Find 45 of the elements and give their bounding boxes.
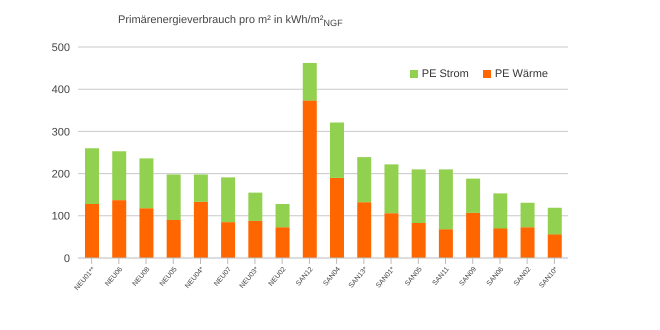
bar	[112, 200, 126, 258]
bar	[194, 202, 208, 258]
bar	[302, 63, 317, 101]
y-tick-label: 200	[52, 168, 70, 181]
legend-label: PE Wärme	[494, 68, 548, 80]
bar	[248, 192, 262, 221]
bar	[438, 169, 453, 230]
bar	[548, 234, 562, 258]
bar	[139, 208, 154, 258]
bar	[221, 222, 236, 258]
bar	[466, 178, 480, 213]
bar	[330, 122, 344, 178]
bar	[548, 208, 562, 234]
bar	[85, 204, 99, 258]
bar	[493, 228, 508, 258]
bar	[85, 148, 99, 204]
bar	[139, 158, 154, 208]
bar	[438, 229, 453, 258]
bar	[221, 177, 236, 222]
bar	[493, 193, 508, 228]
bar	[112, 151, 126, 200]
bar	[412, 169, 426, 223]
y-tick-label: 400	[52, 84, 70, 96]
bar	[248, 220, 262, 258]
bar	[302, 100, 317, 258]
bar	[520, 202, 535, 228]
legend-label: PE Strom	[420, 68, 469, 80]
y-tick-label: 0	[64, 252, 70, 265]
bar	[412, 222, 426, 258]
bar	[384, 164, 398, 214]
y-tick-label: 100	[52, 210, 70, 223]
bar	[194, 174, 208, 202]
y-tick-label: 500	[52, 42, 70, 54]
bar	[166, 220, 181, 258]
bar	[466, 212, 480, 258]
y-tick-label: 300	[52, 126, 70, 138]
bar	[330, 178, 344, 258]
bar	[276, 204, 290, 228]
bar	[520, 227, 535, 258]
bar	[357, 202, 372, 258]
chart-title: Primärenergieverbrauch pro m² in kWh/m²$_{NGF}$	[118, 14, 343, 28]
bar	[384, 213, 398, 258]
bar	[276, 227, 290, 258]
bar	[357, 157, 372, 202]
bar	[166, 174, 181, 220]
